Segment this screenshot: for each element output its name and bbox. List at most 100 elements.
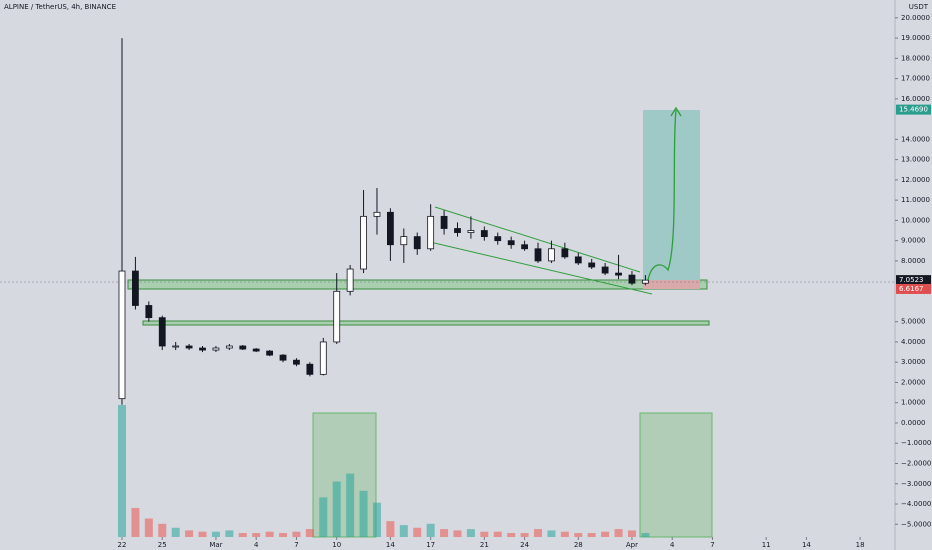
volume-bar — [225, 530, 234, 537]
candle-body — [252, 348, 260, 352]
candle-body — [132, 270, 139, 306]
price-label-box — [896, 275, 931, 286]
volume-bar — [440, 529, 449, 537]
candle-body — [480, 230, 488, 238]
volume-bar — [534, 529, 543, 537]
y-tick-label: 10.0000 — [901, 216, 930, 224]
candle-body — [346, 268, 354, 292]
y-tick-label: 0.0000 — [901, 419, 926, 427]
channel-line — [429, 241, 653, 295]
x-tick-label: 22 — [118, 541, 127, 549]
volume-bar — [426, 523, 435, 537]
candle-body — [413, 236, 421, 250]
x-tick-label: 10 — [332, 541, 341, 549]
volume-bar — [252, 533, 261, 537]
volume-bar — [265, 531, 274, 537]
x-tick-label: Apr — [626, 541, 638, 549]
volume-bar — [319, 497, 328, 537]
candle-body — [373, 211, 381, 217]
volume-bar — [238, 533, 247, 537]
volume-bar — [211, 531, 220, 537]
price-label: 15.4690 — [899, 106, 928, 114]
x-tick-label: 4 — [670, 541, 675, 549]
support-zone — [142, 320, 710, 326]
candle-body — [185, 345, 193, 349]
y-tick-label: 9.0000 — [901, 237, 926, 245]
candle-body — [507, 240, 515, 246]
x-tick-label: 24 — [520, 541, 529, 549]
x-tick-label: 14 — [802, 541, 811, 549]
stop-box — [643, 280, 700, 289]
chart-title: ALPINE / TetherUS, 4h, BINANCE — [4, 3, 116, 11]
candle-body — [628, 274, 636, 284]
x-tick-label: 28 — [574, 541, 583, 549]
volume-bar — [171, 527, 180, 537]
x-tick-label: 14 — [386, 541, 395, 549]
volume-bar — [332, 481, 341, 537]
candle-body — [293, 359, 300, 365]
y-tick-label: 16.0000 — [901, 95, 930, 103]
candle-body — [521, 244, 528, 250]
y-tick-label: 18.0000 — [901, 54, 930, 62]
volume-bar — [359, 490, 368, 537]
x-tick-label: 18 — [856, 541, 865, 549]
x-tick-label: 25 — [158, 541, 167, 549]
candle-body — [239, 345, 247, 350]
y-tick-label: 19.0000 — [901, 34, 930, 42]
volume-bar — [185, 530, 194, 537]
y-tick-label: −5.0000 — [901, 520, 931, 528]
volume-bar — [627, 530, 636, 537]
y-tick-label: 8.0000 — [901, 257, 926, 265]
y-tick-label: 3.0000 — [901, 358, 926, 366]
candle-body — [440, 215, 448, 229]
volume-bar — [117, 405, 126, 537]
projection-arrow — [647, 109, 677, 281]
candle-body — [145, 305, 153, 319]
volume-bar — [507, 533, 516, 537]
candle-body — [279, 354, 287, 361]
channel-line — [434, 206, 641, 273]
candle-body — [172, 345, 180, 348]
y-tick-label: 20.0000 — [901, 14, 930, 22]
candle-body — [360, 215, 367, 270]
candle-body — [333, 290, 341, 343]
candle-body — [574, 256, 582, 264]
volume-bar — [131, 507, 140, 537]
volume-bar — [560, 531, 569, 537]
volume-bar — [641, 533, 650, 537]
x-tick-label: 7 — [710, 541, 714, 549]
y-tick-label: −2.0000 — [901, 459, 931, 467]
y-tick-label: 2.0000 — [901, 378, 926, 386]
candle-body — [319, 341, 327, 375]
y-tick-label: −3.0000 — [901, 480, 931, 488]
volume-bar — [386, 521, 395, 537]
x-tick-label: 7 — [294, 541, 298, 549]
price-label-box — [896, 283, 931, 294]
y-tick-label: 11.0000 — [901, 196, 930, 204]
volume-bar — [601, 531, 610, 537]
volume-bar — [453, 530, 462, 537]
support-zone — [127, 279, 708, 290]
x-tick-label: 21 — [480, 541, 489, 549]
price-label-box — [896, 104, 931, 115]
candle-body — [601, 266, 609, 274]
candle-body — [212, 347, 220, 351]
volume-bar — [547, 530, 556, 537]
candle-body — [266, 350, 274, 356]
currency-label: USDT — [909, 3, 929, 11]
candle-body — [588, 262, 596, 268]
candle-body — [306, 363, 314, 375]
volume-bar — [587, 533, 596, 537]
volume-bar — [372, 502, 381, 537]
x-tick-label: 11 — [762, 541, 771, 549]
candle-body — [199, 347, 206, 351]
y-tick-label: −4.0000 — [901, 500, 931, 508]
volume-bar — [614, 529, 623, 537]
candle-body — [427, 215, 435, 250]
price-label: 7.0523 — [899, 276, 924, 284]
volume-bar — [493, 531, 502, 537]
y-tick-label: 14.0000 — [901, 135, 930, 143]
y-tick-label: 5.0000 — [901, 318, 926, 326]
y-tick-label: 13.0000 — [901, 156, 930, 164]
